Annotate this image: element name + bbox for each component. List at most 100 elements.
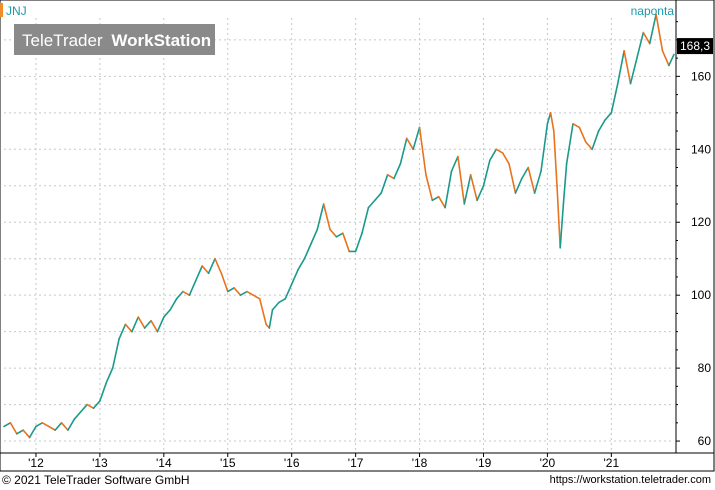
price-segment [556, 184, 562, 249]
price-segment [469, 174, 478, 202]
price-segment [495, 148, 504, 154]
y-tick-label: 100 [691, 288, 711, 302]
price-segment [271, 301, 280, 311]
price-segment [648, 13, 657, 45]
price-segment [124, 323, 133, 333]
price-segment [463, 174, 472, 205]
price-segment [28, 425, 37, 439]
price-segment [616, 50, 625, 85]
price-segment [246, 290, 255, 296]
price-segment [572, 122, 581, 129]
price-segment [450, 155, 459, 172]
price-segment [303, 243, 312, 260]
price-segment [3, 422, 12, 428]
copyright-text: © 2021 TeleTrader Software GmbH [2, 473, 190, 487]
price-segment [489, 148, 498, 162]
price-segment [584, 141, 593, 151]
price-segment [521, 166, 530, 180]
x-tick-label: '14 [156, 456, 172, 470]
price-segment [54, 422, 63, 431]
price-segment [431, 195, 440, 202]
price-segment [565, 122, 574, 165]
price-segment [610, 82, 619, 114]
price-segment [252, 294, 261, 300]
price-segment [623, 50, 632, 85]
price-segment [412, 126, 421, 151]
price-segment [425, 174, 434, 202]
footer: © 2021 TeleTrader Software GmbH https://… [0, 471, 715, 490]
x-tick-label: '20 [540, 456, 556, 470]
price-segment [661, 50, 670, 67]
x-tick-label: '17 [348, 456, 364, 470]
price-segment [549, 112, 555, 132]
x-tick-label: '21 [604, 456, 620, 470]
axis-layer: 60 80 100 120 140 160 '12 '13 '14 '15 '16 '17 '18 '19… [0, 0, 715, 472]
price-segment [175, 290, 184, 300]
price-segment [214, 257, 223, 275]
symbol-label: JNJ [6, 4, 27, 18]
price-segment [22, 429, 31, 439]
price-segment [137, 316, 146, 329]
price-segment [105, 367, 114, 384]
price-segment [514, 177, 523, 194]
price-segment [354, 232, 363, 253]
price-segment [527, 166, 536, 194]
price-segment [553, 130, 558, 187]
price-segment [604, 112, 613, 121]
x-tick-label: '18 [412, 456, 428, 470]
price-segment [239, 290, 248, 296]
price-segment [335, 232, 344, 238]
watermark-bold-text: WorkStation [111, 31, 211, 50]
price-segment [642, 31, 651, 45]
price-segment [482, 159, 491, 187]
price-segment [118, 323, 127, 340]
price-series [3, 13, 677, 452]
teletrader-watermark: TeleTrader WorkStation [14, 24, 215, 55]
price-segment [546, 112, 552, 125]
price-segment [182, 290, 191, 296]
price-segment [437, 195, 446, 209]
price-segment [15, 429, 24, 435]
last-price-label: 168,3 [680, 39, 710, 53]
price-segment [399, 137, 408, 165]
price-segment [393, 163, 402, 180]
price-segment [629, 57, 638, 85]
price-segment [92, 400, 101, 410]
price-segment [374, 192, 382, 202]
x-tick-label: '13 [92, 456, 108, 470]
y-tick-label: 140 [691, 142, 711, 156]
price-segment [297, 257, 306, 271]
watermark-light-text: TeleTrader [22, 31, 103, 50]
y-tick-label: 120 [691, 215, 711, 229]
price-segment [233, 287, 242, 296]
price-segment [86, 403, 95, 410]
price-segment [60, 422, 69, 431]
price-segment [533, 170, 542, 194]
price-segment [316, 203, 325, 231]
price-segment [67, 418, 76, 431]
price-segment [207, 257, 216, 275]
price-segment [668, 53, 675, 67]
price-segment [47, 425, 56, 431]
price-segment [329, 228, 338, 238]
price-segment [418, 126, 427, 176]
x-tick-label: '19 [476, 456, 492, 470]
price-segment [143, 319, 152, 329]
price-segment [150, 319, 159, 333]
last-price-marker: 168,3 [677, 38, 713, 55]
price-segment [386, 174, 395, 180]
x-tick-label: '16 [284, 456, 300, 470]
symbol-marker [0, 3, 3, 17]
price-segment [188, 279, 197, 296]
price-segment [278, 298, 287, 304]
y-tick-label: 80 [698, 361, 712, 375]
price-segment [9, 422, 18, 435]
price-segment [380, 174, 389, 194]
price-segment [310, 228, 319, 245]
price-segment [220, 272, 229, 293]
price-segment [597, 119, 606, 132]
period-label: naponta [631, 4, 675, 18]
price-segment [131, 316, 140, 333]
price-segment [322, 203, 331, 231]
